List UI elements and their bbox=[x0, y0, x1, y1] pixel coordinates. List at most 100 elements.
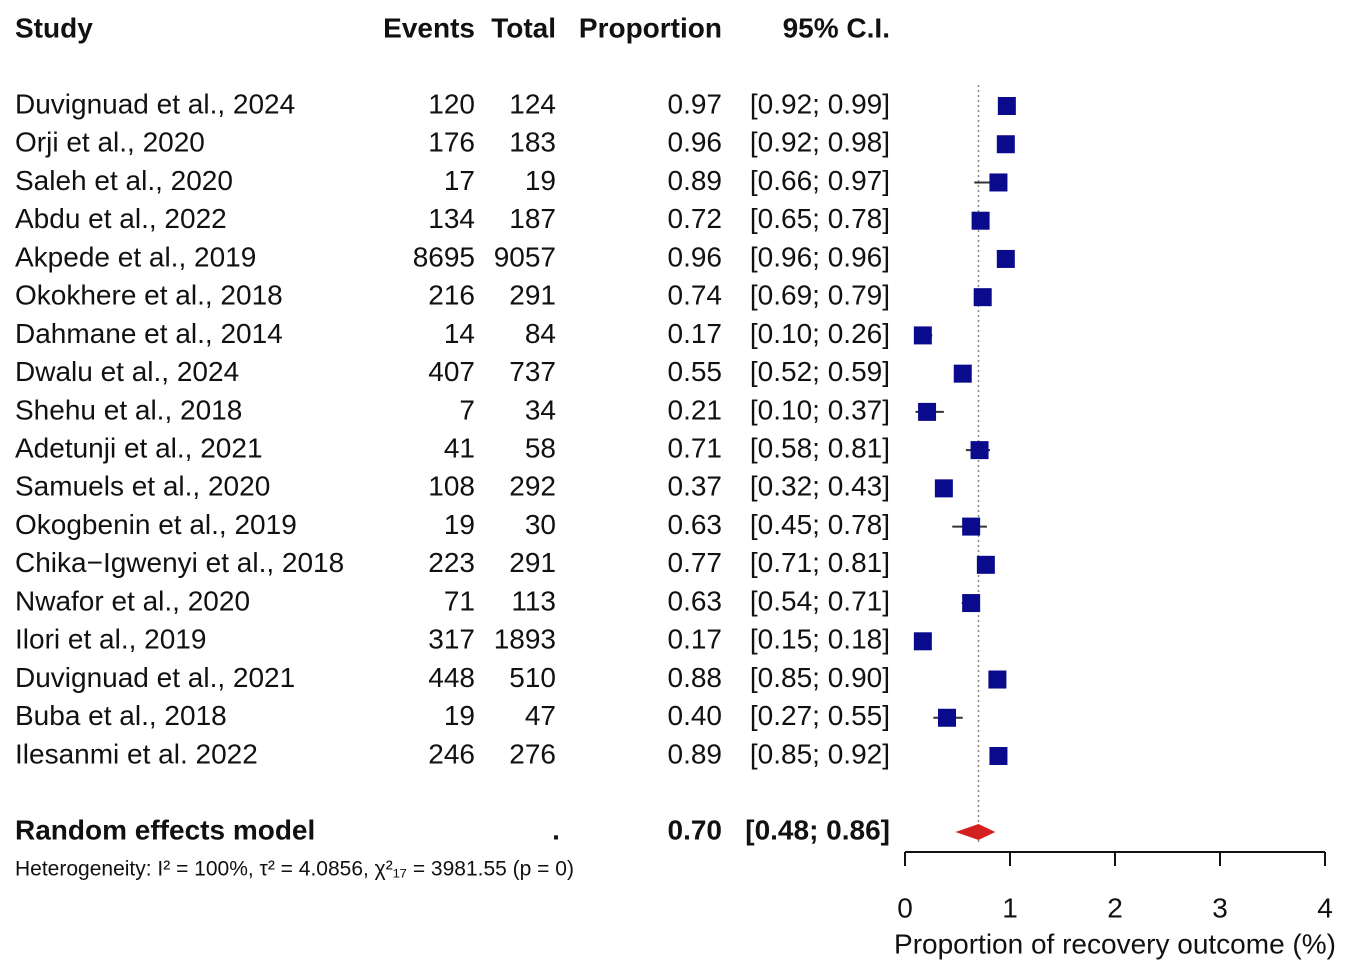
estimate-square bbox=[962, 594, 981, 613]
total: 124 bbox=[509, 88, 556, 119]
events: 19 bbox=[444, 700, 475, 731]
ci-label: [0.45; 0.78] bbox=[750, 509, 890, 540]
estimate-square bbox=[976, 555, 995, 574]
estimate-square bbox=[989, 747, 1008, 765]
proportion-label: 0.96 bbox=[668, 127, 723, 158]
summary-ci-label: [0.48; 0.86] bbox=[745, 814, 890, 845]
proportion-label: 0.77 bbox=[668, 547, 723, 578]
ci-label: [0.10; 0.26] bbox=[750, 318, 890, 349]
x-axis-title: Proportion of recovery outcome (%) bbox=[894, 928, 1336, 959]
total: 30 bbox=[525, 509, 556, 540]
estimate-square bbox=[988, 670, 1007, 689]
estimate-square bbox=[989, 173, 1008, 192]
total: 187 bbox=[509, 203, 556, 234]
proportion-label: 0.72 bbox=[668, 203, 723, 234]
proportion-label: 0.96 bbox=[668, 241, 723, 272]
total: 34 bbox=[525, 394, 556, 425]
proportion-label: 0.63 bbox=[668, 585, 723, 616]
ci-label: [0.69; 0.79] bbox=[750, 280, 890, 311]
proportion-label: 0.89 bbox=[668, 165, 723, 196]
events: 19 bbox=[444, 509, 475, 540]
proportion-label: 0.55 bbox=[668, 356, 723, 387]
estimate-square bbox=[970, 441, 989, 460]
study-name: Adetunji et al., 2021 bbox=[15, 433, 263, 464]
events: 71 bbox=[444, 585, 475, 616]
estimate-square bbox=[953, 364, 972, 383]
events: 448 bbox=[428, 662, 475, 693]
ci-label: [0.71; 0.81] bbox=[750, 547, 890, 578]
ci-label: [0.85; 0.90] bbox=[750, 662, 890, 693]
summary-diamond bbox=[955, 824, 996, 840]
total: 291 bbox=[509, 547, 556, 578]
estimate-square bbox=[996, 249, 1015, 268]
events: 120 bbox=[428, 88, 475, 119]
column-header: 95% C.I. bbox=[783, 12, 890, 43]
column-header: Study bbox=[15, 12, 93, 43]
events: 14 bbox=[444, 318, 475, 349]
proportion-label: 0.89 bbox=[668, 738, 723, 769]
total: 9057 bbox=[494, 241, 556, 272]
total: 276 bbox=[509, 738, 556, 769]
ci-label: [0.54; 0.71] bbox=[750, 585, 890, 616]
events: 108 bbox=[428, 471, 475, 502]
study-name: Duvignuad et al., 2021 bbox=[15, 662, 295, 693]
ci-label: [0.52; 0.59] bbox=[750, 356, 890, 387]
x-tick-label: 3 bbox=[1212, 892, 1228, 923]
total: 47 bbox=[525, 700, 556, 731]
proportion-label: 0.21 bbox=[668, 394, 723, 425]
study-name: Nwafor et al., 2020 bbox=[15, 585, 250, 616]
summary-label: Random effects model bbox=[15, 814, 315, 845]
events: 317 bbox=[428, 624, 475, 655]
estimate-square bbox=[971, 211, 990, 230]
proportion-label: 0.40 bbox=[668, 700, 723, 731]
estimate-square bbox=[913, 632, 932, 651]
study-name: Buba et al., 2018 bbox=[15, 700, 227, 731]
ci-label: [0.27; 0.55] bbox=[750, 700, 890, 731]
ci-label: [0.92; 0.98] bbox=[750, 127, 890, 158]
estimate-square bbox=[962, 517, 981, 536]
events: 7 bbox=[459, 394, 475, 425]
ci-label: [0.66; 0.97] bbox=[750, 165, 890, 196]
study-name: Duvignuad et al., 2024 bbox=[15, 88, 295, 119]
estimate-square bbox=[997, 97, 1016, 115]
study-name: Chika−Igwenyi et al., 2018 bbox=[15, 547, 344, 578]
study-name: Dwalu et al., 2024 bbox=[15, 356, 239, 387]
study-name: Dahmane et al., 2014 bbox=[15, 318, 283, 349]
study-name: Saleh et al., 2020 bbox=[15, 165, 233, 196]
study-name: Akpede et al., 2019 bbox=[15, 241, 256, 272]
events: 41 bbox=[444, 433, 475, 464]
proportion-label: 0.37 bbox=[668, 471, 723, 502]
study-name: Orji et al., 2020 bbox=[15, 127, 205, 158]
column-header: Proportion bbox=[579, 12, 722, 43]
events: 8695 bbox=[413, 241, 475, 272]
study-name: Shehu et al., 2018 bbox=[15, 394, 242, 425]
column-header: Events bbox=[383, 12, 475, 43]
x-tick-label: 2 bbox=[1107, 892, 1123, 923]
total: 510 bbox=[509, 662, 556, 693]
events: 17 bbox=[444, 165, 475, 196]
ci-label: [0.65; 0.78] bbox=[750, 203, 890, 234]
ci-label: [0.10; 0.37] bbox=[750, 394, 890, 425]
estimate-square bbox=[918, 402, 937, 421]
proportion-label: 0.17 bbox=[668, 624, 723, 655]
study-name: Okogbenin et al., 2019 bbox=[15, 509, 297, 540]
proportion-label: 0.63 bbox=[668, 509, 723, 540]
total: 292 bbox=[509, 471, 556, 502]
proportion-label: 0.74 bbox=[668, 280, 723, 311]
estimate-square bbox=[938, 708, 956, 727]
ci-label: [0.92; 0.99] bbox=[750, 88, 890, 119]
column-header: Total bbox=[491, 12, 556, 43]
events: 176 bbox=[428, 127, 475, 158]
x-tick-label: 0 bbox=[897, 892, 913, 923]
x-tick-label: 4 bbox=[1317, 892, 1333, 923]
study-name: Samuels et al., 2020 bbox=[15, 471, 270, 502]
summary-events: . bbox=[552, 814, 560, 845]
events: 216 bbox=[428, 280, 475, 311]
total: 19 bbox=[525, 165, 556, 196]
proportion-label: 0.88 bbox=[668, 662, 723, 693]
ci-label: [0.85; 0.92] bbox=[750, 738, 890, 769]
summary-value-label: 0.70 bbox=[668, 814, 723, 845]
total: 1893 bbox=[494, 624, 556, 655]
